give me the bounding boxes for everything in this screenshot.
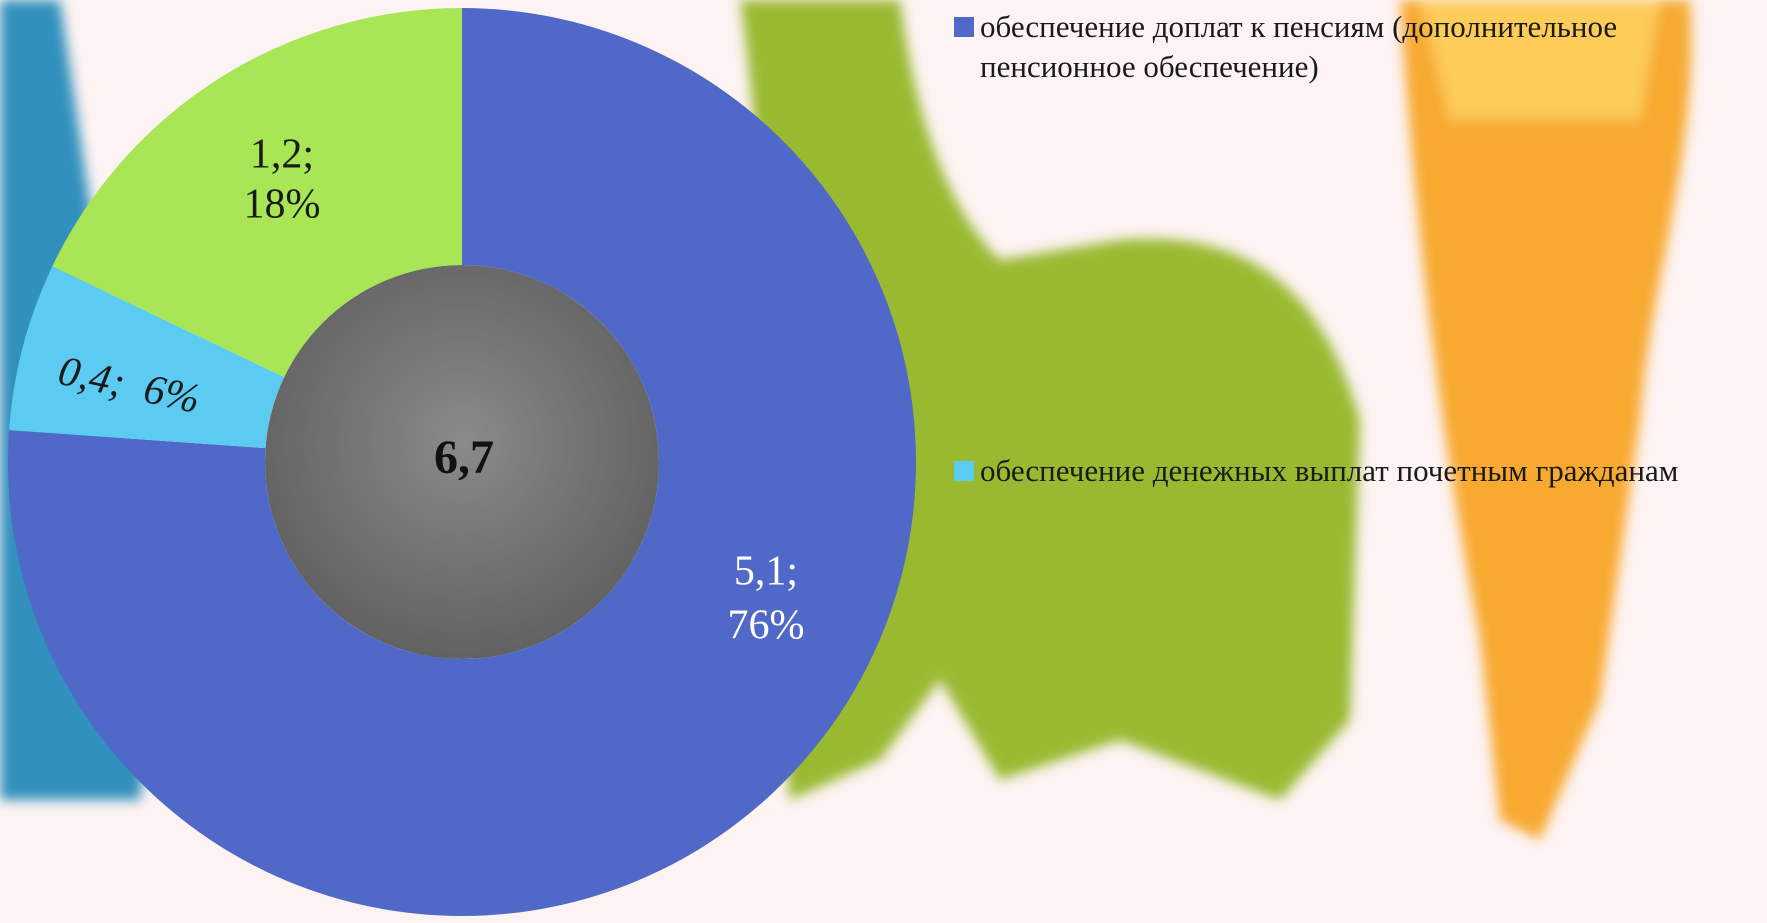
slice-value-label: 1,2; [250,132,314,178]
donut-slice [52,8,463,378]
donut-slice [8,8,916,916]
slice-value-label: 5,1; [734,549,798,595]
donut-slice [9,266,285,449]
legend-swatch [954,17,974,37]
total-label: 6,7 [434,431,494,484]
slice-percent-label: 76% [728,603,805,649]
donut-hole [265,265,659,659]
legend-label: обеспечение денежных выплат почетным гра… [980,453,1678,488]
slice-percent-label: 6% [140,366,204,423]
donut: 5,1;76%0,4; 6%1,2;18% [8,8,916,916]
legend-label: обеспечение доплат к пенсиям (дополнител… [980,9,1617,84]
legend: обеспечение доплат к пенсиям (дополнител… [954,9,1678,488]
legend-swatch [954,461,974,481]
slice-percent-label: 18% [244,182,321,228]
